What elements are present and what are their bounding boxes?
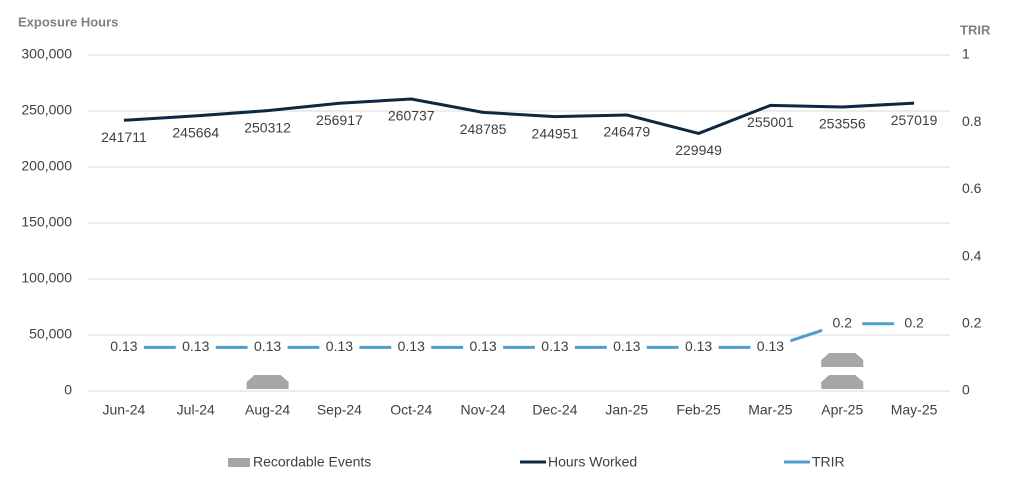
x-tick-label: Jun-24 [103, 402, 146, 418]
legend-label: Recordable Events [253, 454, 371, 470]
y-tick-label: 100,000 [21, 270, 72, 286]
data-label: 248785 [460, 121, 507, 137]
data-label: 0.13 [326, 338, 353, 354]
data-label: 0.13 [757, 338, 784, 354]
label-bg [103, 337, 144, 358]
y-tick-label: 200,000 [21, 158, 72, 174]
label-bg [175, 337, 216, 358]
data-label: 0.13 [254, 338, 281, 354]
y2-tick-label: 0.2 [962, 315, 982, 331]
y-tick-label: 300,000 [21, 46, 72, 62]
data-label: 0.2 [904, 315, 924, 331]
label-bg [463, 337, 504, 358]
data-label: 260737 [388, 108, 435, 124]
data-label: 0.13 [685, 338, 712, 354]
data-label: 255001 [747, 114, 794, 130]
label-bg [391, 337, 432, 358]
y2-tick-label: 0 [962, 382, 970, 398]
event-icon [821, 375, 864, 389]
event-stack [821, 353, 864, 389]
label-bg [247, 337, 288, 358]
label-bg [894, 313, 935, 334]
x-tick-label: Nov-24 [461, 402, 506, 418]
data-label: 244951 [532, 125, 579, 141]
data-label: 0.13 [110, 338, 137, 354]
x-tick-label: Sep-24 [317, 402, 362, 418]
x-tick-label: Mar-25 [748, 402, 793, 418]
data-label: 0.13 [398, 338, 425, 354]
legend-label: Hours Worked [548, 454, 637, 470]
x-tick-label: Dec-24 [532, 402, 577, 418]
data-label: 0.13 [541, 338, 568, 354]
y2-tick-label: 1 [962, 46, 970, 62]
label-bg [319, 337, 360, 358]
x-tick-label: Aug-24 [245, 402, 290, 418]
data-label: 229949 [675, 142, 722, 158]
data-label: 246479 [603, 124, 650, 140]
y-tick-label: 150,000 [21, 214, 72, 230]
data-label: 245664 [172, 125, 219, 141]
data-label: 0.13 [469, 338, 496, 354]
x-tick-label: Jan-25 [605, 402, 648, 418]
series-line [123, 97, 915, 135]
y-tick-label: 0 [64, 382, 72, 398]
label-bg [750, 337, 791, 358]
data-label: 0.2 [833, 315, 853, 331]
x-tick-label: Feb-25 [676, 402, 721, 418]
label-bg [678, 337, 719, 358]
y2-tick-label: 0.4 [962, 247, 982, 263]
event-icon [246, 375, 289, 389]
y2-axis-title: TRIR [960, 22, 991, 37]
y-tick-label: 50,000 [29, 326, 72, 342]
data-label: 253556 [819, 116, 866, 132]
y-tick-label: 250,000 [21, 102, 72, 118]
data-label: 0.13 [182, 338, 209, 354]
x-tick-label: Apr-25 [821, 402, 863, 418]
x-tick-label: Oct-24 [390, 402, 432, 418]
series-line [123, 322, 915, 349]
y-axis-title: Exposure Hours [18, 14, 118, 29]
data-label: 257019 [891, 112, 938, 128]
data-label: 256917 [316, 112, 363, 128]
label-bg [534, 337, 575, 358]
legend-swatch [228, 458, 250, 467]
x-tick-label: May-25 [891, 402, 938, 418]
y2-tick-label: 0.8 [962, 113, 982, 129]
legend-label: TRIR [812, 454, 845, 470]
label-bg [606, 337, 647, 358]
event-stack [246, 375, 289, 389]
data-label: 241711 [101, 129, 147, 145]
y2-tick-label: 0.6 [962, 180, 982, 196]
data-label: 0.13 [613, 338, 640, 354]
event-icon [821, 353, 864, 367]
data-label: 250312 [244, 119, 291, 135]
x-tick-label: Jul-24 [177, 402, 215, 418]
label-bg [822, 313, 863, 334]
